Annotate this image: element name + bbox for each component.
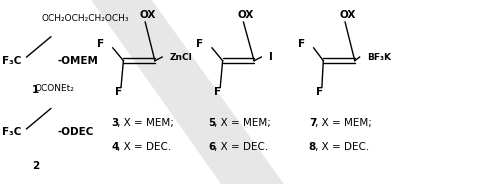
Text: 6: 6 <box>208 142 215 152</box>
Text: BF₃K: BF₃K <box>367 53 391 61</box>
Text: 2: 2 <box>32 161 39 171</box>
Text: OX: OX <box>238 10 254 20</box>
Text: F₃C: F₃C <box>2 128 22 137</box>
Text: F: F <box>196 39 203 49</box>
Text: 3: 3 <box>111 118 119 128</box>
Text: -OMEM: -OMEM <box>57 56 98 66</box>
Text: 1: 1 <box>32 85 39 95</box>
Text: F: F <box>214 87 221 97</box>
Text: , X = MEM;: , X = MEM; <box>214 118 271 128</box>
Text: OCONEt₂: OCONEt₂ <box>35 84 75 93</box>
Text: , X = DEC.: , X = DEC. <box>315 142 369 152</box>
Text: 5: 5 <box>208 118 215 128</box>
Text: F: F <box>298 39 305 49</box>
Text: ZnCl: ZnCl <box>169 53 192 61</box>
Text: , X = MEM;: , X = MEM; <box>117 118 174 128</box>
Text: , X = DEC.: , X = DEC. <box>117 142 171 152</box>
Text: OCH₂OCH₂CH₂OCH₃: OCH₂OCH₂CH₂OCH₃ <box>41 14 129 23</box>
Text: -ODEC: -ODEC <box>57 128 93 137</box>
Text: F₃C: F₃C <box>2 56 22 66</box>
Text: , X = DEC.: , X = DEC. <box>214 142 268 152</box>
Text: I: I <box>269 52 272 62</box>
Polygon shape <box>85 0 290 184</box>
Text: F: F <box>97 39 104 49</box>
Text: OX: OX <box>339 10 356 20</box>
Text: OX: OX <box>139 10 156 20</box>
Text: F: F <box>115 87 122 97</box>
Text: F: F <box>316 87 323 97</box>
Text: , X = MEM;: , X = MEM; <box>315 118 372 128</box>
Text: 7: 7 <box>309 118 316 128</box>
Text: 4: 4 <box>111 142 119 152</box>
Text: 8: 8 <box>309 142 316 152</box>
